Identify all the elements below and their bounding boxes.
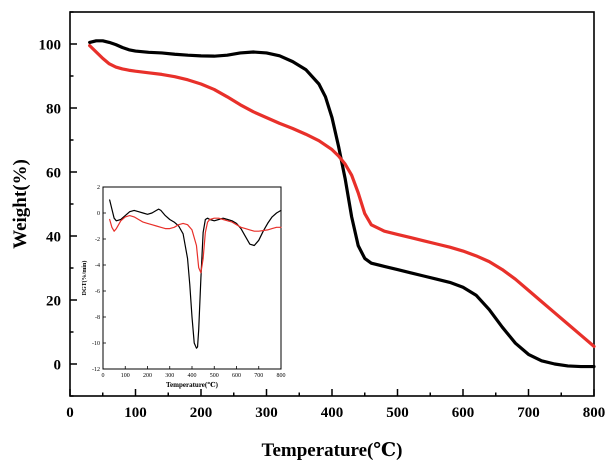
x-tick-label: 200 bbox=[190, 405, 213, 421]
series-line-1 bbox=[88, 43, 596, 348]
x-axis-title: Temperature(℃) bbox=[262, 440, 403, 460]
y-tick-label: 20 bbox=[46, 293, 61, 309]
inset-x-tick-label: 200 bbox=[143, 373, 152, 379]
inset-y-tick-label: -4 bbox=[95, 263, 100, 269]
inset-y-tick-label: 2 bbox=[97, 185, 100, 191]
inset-y-tick-label: -12 bbox=[92, 367, 100, 373]
inset-y-axis-title: DGT(%/min) bbox=[81, 261, 88, 296]
x-tick-label: 300 bbox=[255, 405, 278, 421]
inset-x-tick-label: 800 bbox=[277, 373, 286, 379]
y-tick-label: 100 bbox=[39, 37, 62, 53]
inset-x-tick-label: 0 bbox=[102, 373, 105, 379]
inset-x-tick-label: 300 bbox=[165, 373, 174, 379]
inset-series-line-1 bbox=[109, 215, 282, 274]
inset-series-line-0 bbox=[109, 199, 282, 349]
inset-y-tick-label: -2 bbox=[95, 237, 100, 243]
x-tick-label: 500 bbox=[386, 405, 409, 421]
x-tick-label: 100 bbox=[124, 405, 147, 421]
inset-y-tick-label: 0 bbox=[97, 211, 100, 217]
inset-y-tick-label: -6 bbox=[95, 289, 100, 295]
y-tick-label: 40 bbox=[46, 229, 61, 245]
inset-x-tick-label: 400 bbox=[188, 373, 197, 379]
inset-plot-frame bbox=[102, 186, 282, 370]
inset-y-tick-label: -8 bbox=[95, 315, 100, 321]
inset-x-tick-label: 700 bbox=[254, 373, 263, 379]
inset-x-axis-title: Temperature(℃) bbox=[166, 381, 219, 389]
y-tick-label: 80 bbox=[46, 101, 61, 117]
y-axis-title: Weight(%) bbox=[10, 159, 31, 249]
x-tick-label: 700 bbox=[517, 405, 540, 421]
inset-plot: 0 100 200 300 400 500 600 700 800 2 0 -2 -4 -6 -8 -10 -1… bbox=[81, 185, 286, 389]
series-line-0 bbox=[88, 39, 596, 369]
x-tick-label: 400 bbox=[321, 405, 344, 421]
inset-y-tick-label: -10 bbox=[92, 341, 100, 347]
y-tick-label: 60 bbox=[46, 165, 61, 181]
inset-x-tick-label: 600 bbox=[232, 373, 241, 379]
x-tick-label: 0 bbox=[66, 405, 74, 421]
x-tick-label: 600 bbox=[452, 405, 475, 421]
inset-x-tick-label: 500 bbox=[210, 373, 219, 379]
y-tick-label: 0 bbox=[54, 357, 62, 373]
inset-x-tick-label: 100 bbox=[121, 373, 130, 379]
x-tick-label: 800 bbox=[583, 405, 606, 421]
